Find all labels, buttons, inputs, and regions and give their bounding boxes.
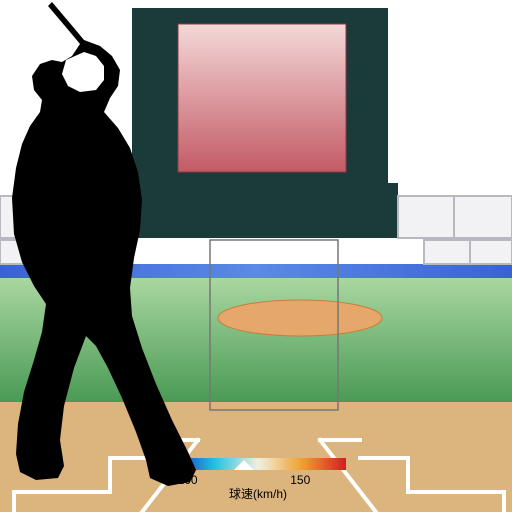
pitch-location-chart: 100150球速(km/h) — [0, 0, 512, 512]
seat-section — [398, 196, 458, 238]
seat-section — [470, 240, 512, 264]
pitchers-mound — [218, 300, 382, 336]
speed-tick-label: 150 — [290, 473, 310, 487]
speed-colorbar — [170, 458, 346, 470]
seat-section — [424, 240, 474, 264]
speed-axis-label: 球速(km/h) — [229, 487, 287, 501]
chart-svg: 100150球速(km/h) — [0, 0, 512, 512]
seat-section — [454, 196, 512, 238]
stand-block — [258, 183, 398, 238]
scoreboard-screen — [178, 24, 346, 172]
